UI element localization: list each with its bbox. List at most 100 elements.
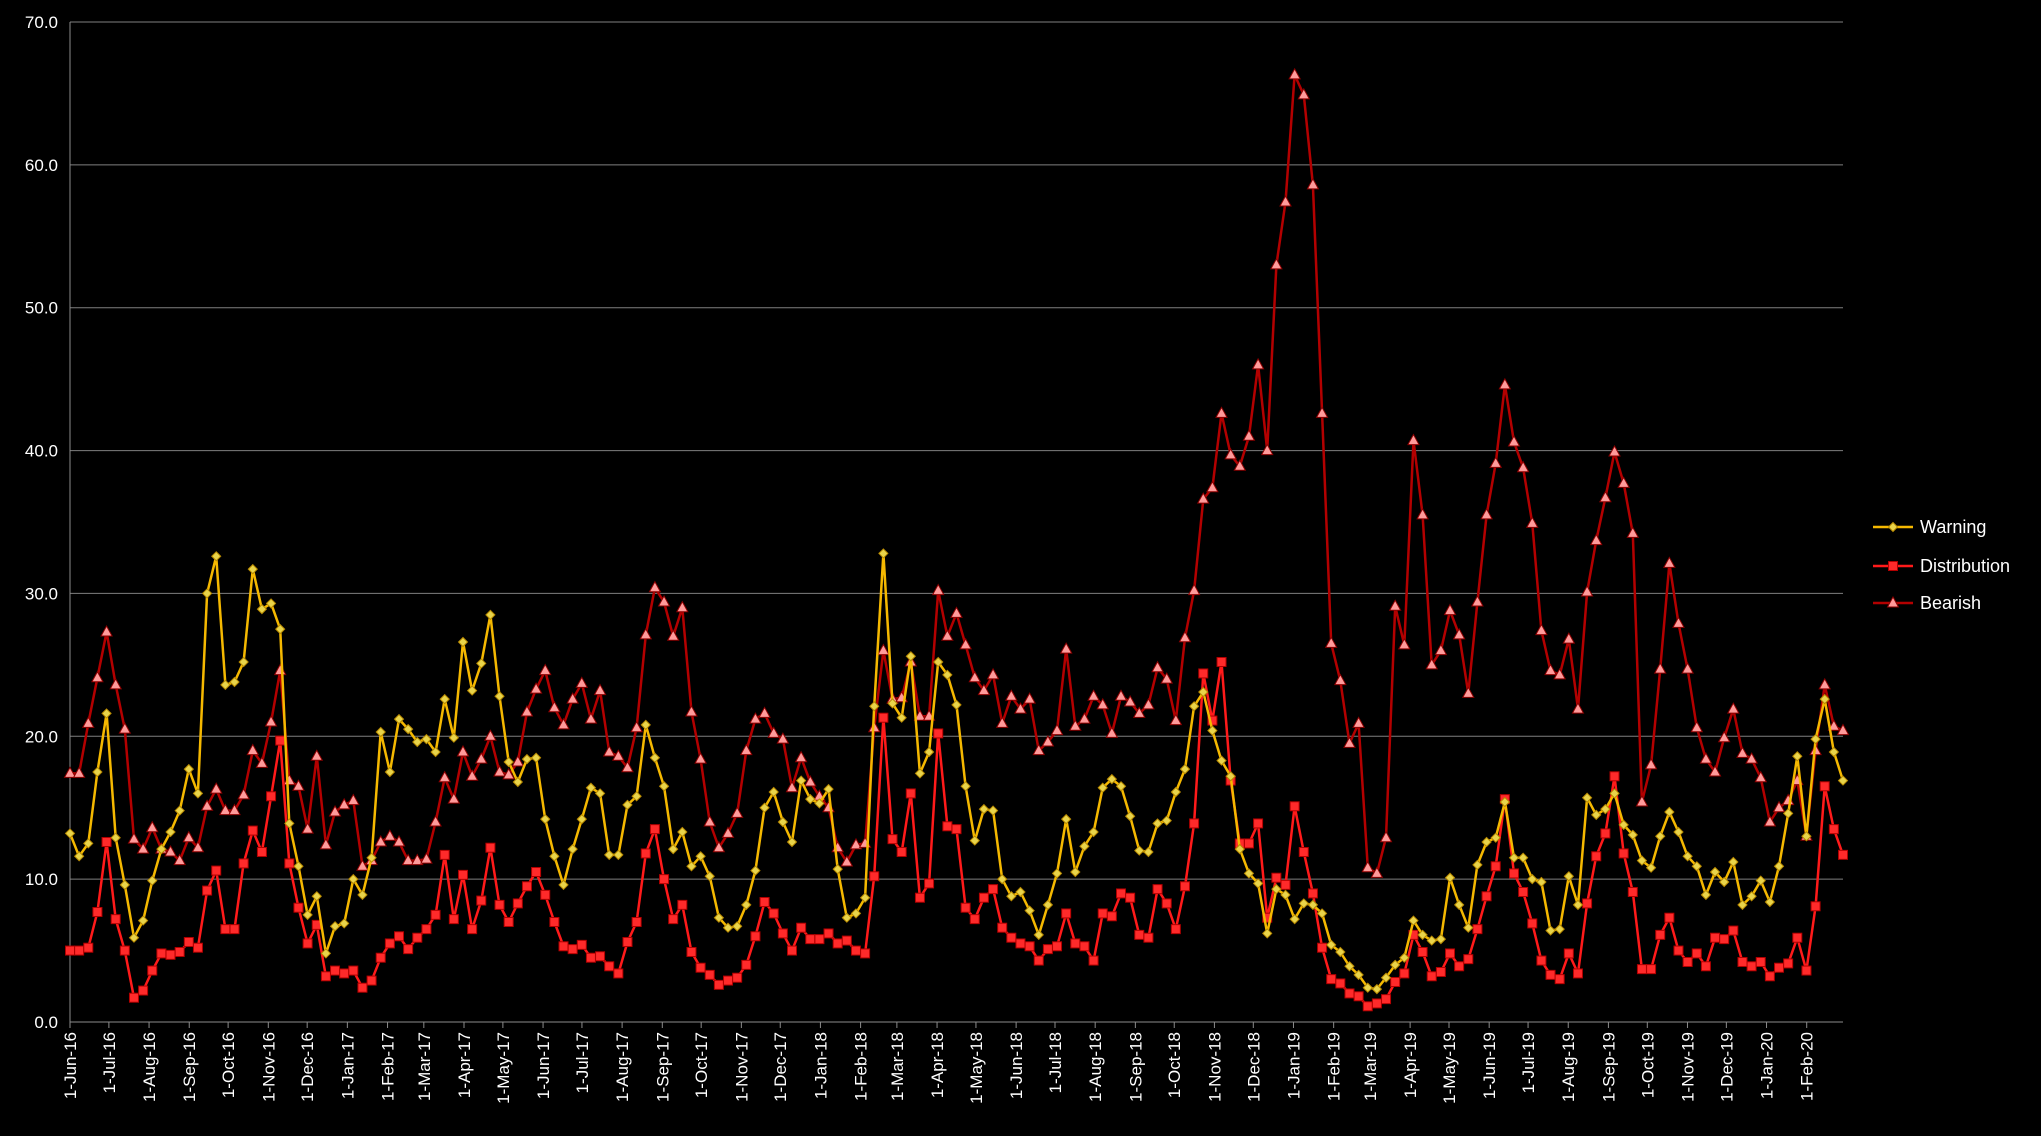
data-point [639,627,653,640]
data-point [731,921,743,932]
data-point [238,656,249,668]
data-point [410,853,424,866]
x-tick-label: 1-Jun-19 [1480,1032,1499,1099]
data-point [1388,599,1402,611]
data-point [1096,697,1110,710]
data-point [401,853,415,866]
data-point [1251,357,1265,370]
data-point [1015,938,1026,949]
data-point [439,849,450,860]
data-point [849,837,863,850]
data-point [995,716,1009,728]
x-tick-label: 1-Oct-18 [1165,1032,1184,1098]
data-point [1270,257,1283,270]
data-point [202,885,213,896]
data-point [1746,961,1757,972]
data-point [119,879,131,891]
data-point [1370,866,1384,878]
data-point [1536,955,1547,966]
data-point [1527,873,1538,885]
x-tick-label: 1-Nov-19 [1678,1032,1697,1102]
data-point [1123,694,1137,707]
data-point [201,588,213,599]
data-point [1553,667,1567,680]
data-point [83,838,94,849]
data-point [1298,847,1309,857]
data-point [302,938,313,949]
data-point [1198,668,1209,679]
data-point [1333,673,1347,686]
data-point [72,766,86,778]
data-point [1198,686,1209,698]
x-tick-label: 1-Mar-18 [888,1032,907,1101]
data-point [284,818,295,829]
data-point [869,871,880,882]
data-point [503,756,514,768]
data-point [1443,603,1457,616]
data-point [1380,972,1392,983]
x-tick-label: 1-Apr-17 [455,1032,474,1098]
data-point [1289,913,1300,925]
data-point [540,889,551,900]
data-point [1279,194,1292,207]
data-point [1525,516,1539,528]
data-point [1828,824,1839,835]
data-point [247,825,258,836]
data-point [1097,782,1108,793]
data-point [183,937,194,947]
data-point [1681,662,1694,674]
data-point [1253,818,1264,829]
data-point [81,716,95,728]
data-point [1134,929,1145,940]
data-point [1006,932,1017,943]
data-point [1664,806,1675,818]
data-point [83,942,94,953]
data-point [1691,861,1702,872]
data-point [183,763,195,775]
data-point [913,709,927,721]
data-point [494,691,505,702]
data-point [1059,642,1073,654]
data-point [749,712,762,724]
data-point [1179,881,1190,892]
data-point [987,805,999,816]
data-point [530,752,542,763]
data-point [666,629,680,641]
data-point [657,594,671,607]
data-point [931,583,945,596]
x-tick-label: 1-Nov-18 [1205,1032,1224,1102]
data-point [109,677,123,690]
data-point [1773,861,1785,872]
data-point [493,764,506,777]
data-point [1782,808,1794,819]
data-point [759,897,770,907]
x-tick-label: 1-Mar-17 [415,1032,434,1101]
data-point [1653,662,1667,674]
data-point [741,899,752,911]
data-point [959,637,972,650]
data-point [1362,982,1373,993]
data-point [1463,922,1474,933]
data-point [174,947,185,957]
data-point [877,643,890,656]
data-point [1134,845,1145,856]
data-point [1243,868,1255,879]
data-point [1618,848,1629,859]
data-point [384,766,396,778]
data-point [1106,773,1118,785]
data-point [1399,968,1410,979]
data-point [219,803,232,816]
data-point [110,914,121,925]
data-point [1116,888,1127,899]
data-point [1719,934,1730,945]
data-point [776,732,790,744]
data-point [640,848,651,859]
data-point [447,792,461,804]
x-tick-label: 1-May-18 [967,1032,986,1104]
data-point [960,781,971,792]
y-tick-label: 10.0 [25,870,58,889]
data-point [1289,801,1300,812]
data-point [1819,693,1830,705]
data-point [319,837,333,850]
data-point [1079,841,1090,852]
